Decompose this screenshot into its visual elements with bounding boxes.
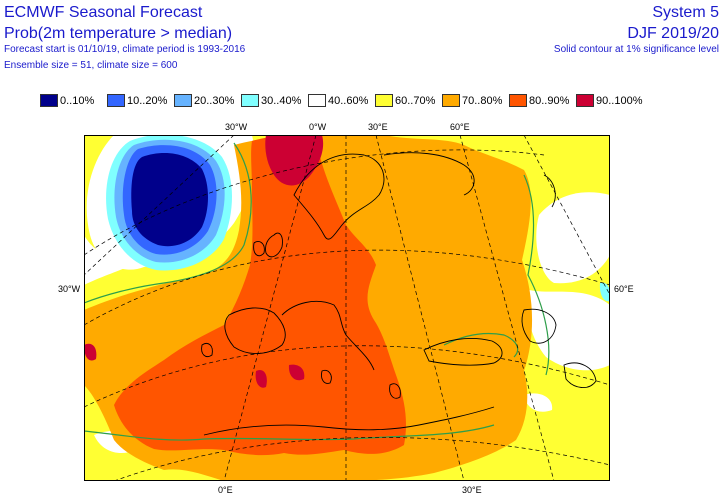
graticule [84,135,610,481]
prob-30-40-east-pocket [599,282,610,302]
legend-label: 30..40% [261,95,302,107]
tick-top-30e: 30°E [368,122,388,132]
legend-swatch [375,94,393,107]
significance-note: Solid contour at 1% significance level [553,44,719,55]
legend-label: 40..60% [328,95,369,107]
prob-0-10 [131,153,208,247]
tick-top-0w: 0°W [309,122,327,132]
tick-top-60e: 60°E [450,122,470,132]
legend-label: 80..90% [529,95,570,107]
ensemble-size-line: Ensemble size = 51, climate size = 600 [4,60,178,71]
legend-swatch [442,94,460,107]
probability-map [84,135,610,481]
forecast-title: ECMWF Seasonal Forecast [4,4,203,21]
season-label: DJF 2019/20 [627,25,719,42]
map-frame [84,135,610,481]
tick-bottom-0e: 0°E [218,485,233,495]
tick-left-30w: 30°W [58,284,81,294]
legend-swatch [308,94,326,107]
coastlines [201,152,597,436]
legend-label: 20..30% [194,95,235,107]
legend-label: 10..20% [127,95,168,107]
legend-label: 70..80% [462,95,503,107]
significance-contour [84,142,550,441]
legend-label: 0..10% [60,95,95,107]
prob-90-100 [84,135,324,388]
tick-top-30w: 30°W [225,122,248,132]
legend-swatch [509,94,527,107]
tick-bottom-30e: 30°E [462,485,482,495]
system-label: System 5 [652,4,719,21]
legend-swatch [241,94,259,107]
legend-swatch [174,94,192,107]
legend-swatch [40,94,58,107]
prob-40-60-southeast [527,290,610,371]
forecast-subtitle: Prob(2m temperature > median) [4,25,233,42]
legend-swatch [107,94,125,107]
forecast-start-line: Forecast start is 01/10/19, climate peri… [4,44,246,55]
tick-right-60e: 60°E [614,284,634,294]
legend-label: 60..70% [395,95,436,107]
legend-label: 90..100% [596,95,643,107]
legend-swatch [576,94,594,107]
prob-80-90 [114,135,407,456]
